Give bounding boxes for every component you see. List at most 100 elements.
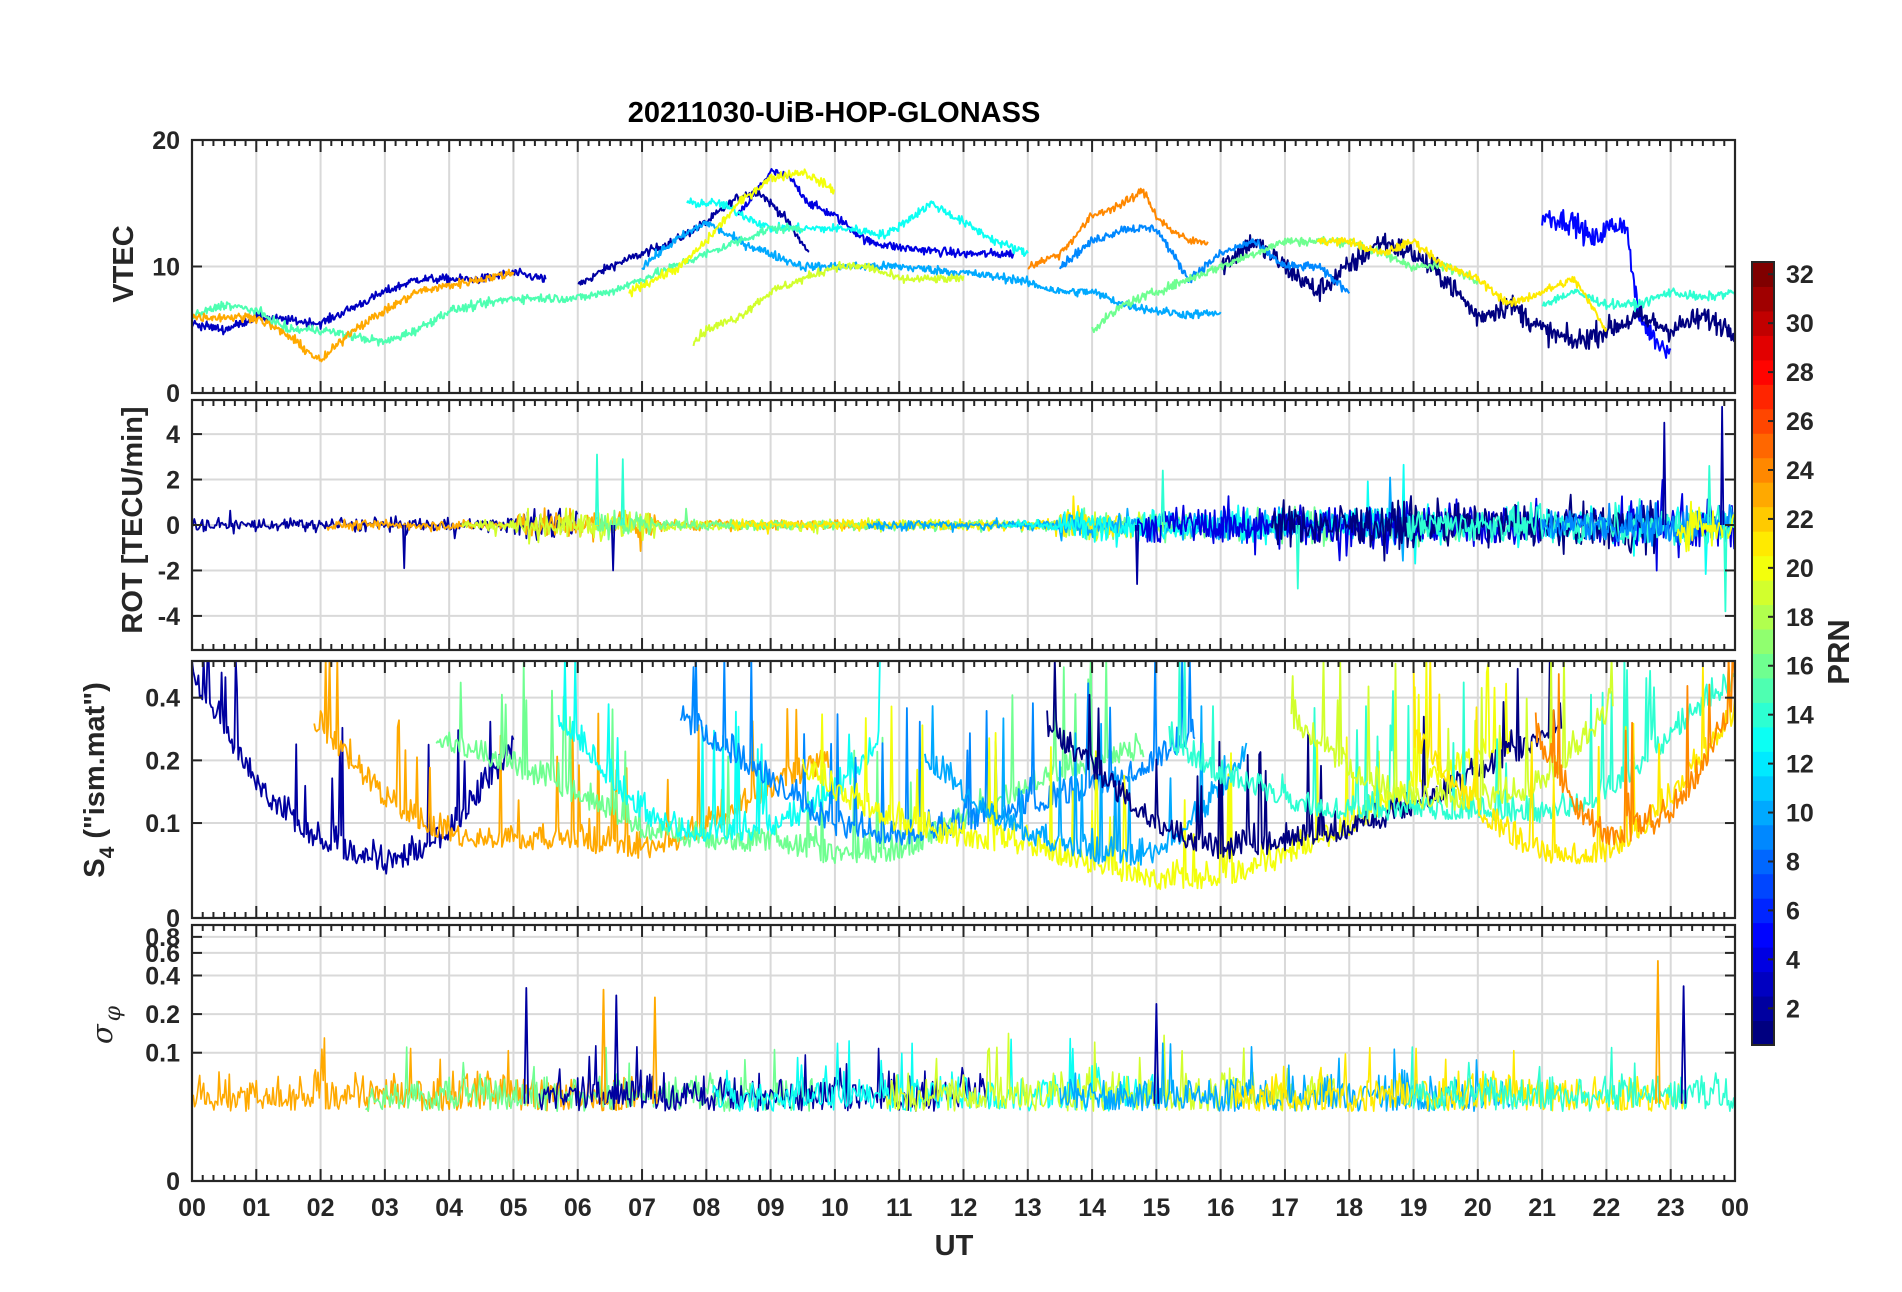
colorbar-cell <box>1752 1020 1774 1046</box>
x-tick-label: 19 <box>1400 1194 1428 1222</box>
s4-ytick-label: 0.2 <box>145 747 180 775</box>
colorbar-cell <box>1752 262 1774 287</box>
s4-series-prn-9 <box>679 661 1196 846</box>
colorbar-tick-label: 28 <box>1786 359 1814 387</box>
colorbar-cell <box>1752 335 1774 361</box>
x-tick-label: 23 <box>1657 1194 1685 1222</box>
x-tick-label: 11 <box>886 1194 913 1222</box>
colorbar-cell <box>1752 506 1774 532</box>
colorbar-tick-label: 30 <box>1786 310 1814 338</box>
vtec-ytick-label: 10 <box>152 254 180 282</box>
colorbar-cell <box>1752 384 1774 410</box>
x-tick-label: 09 <box>757 1194 785 1222</box>
chart-title: 20211030-UiB-HOP-GLONASS <box>628 97 1041 129</box>
rot-ytick-label: 4 <box>166 421 180 449</box>
vtec-series-prn-23 <box>192 268 515 363</box>
sig-ytick-label: 0 <box>166 1168 180 1196</box>
sig-ytick-label: 0.4 <box>145 962 180 990</box>
s4-series-prn-2 <box>192 661 515 875</box>
sig-ytick-label: 0.1 <box>145 1040 180 1068</box>
vtec-series-prn-13 <box>686 197 1029 257</box>
x-tick-label: 17 <box>1271 1194 1299 1222</box>
colorbar-cell <box>1752 408 1774 434</box>
s4-label-rest: ("ism.mat") <box>79 682 111 846</box>
rot-series-group <box>192 405 1735 613</box>
sig-series-prn-21 <box>1232 1046 1685 1112</box>
sigma-phi-panel: 0 0.1 0.2 0.40.60.8 <box>145 924 1737 1196</box>
rot-ytick-label: -2 <box>158 557 180 585</box>
colorbar-label: PRN <box>1821 619 1856 684</box>
colorbar-tick-label: 32 <box>1786 261 1814 289</box>
vtec-ytick-label: 20 <box>152 127 180 155</box>
colorbar-cell <box>1752 629 1774 654</box>
vtec-ticks <box>191 140 1736 393</box>
sigma-label-main: σ <box>85 1023 119 1044</box>
sig-peak <box>523 987 530 1104</box>
x-tick-label: 05 <box>500 1194 528 1222</box>
colorbar-tick-label: 22 <box>1786 506 1814 534</box>
rot-ytick-label: -4 <box>158 603 180 631</box>
x-tick-label: 10 <box>821 1194 849 1222</box>
s4-ytick-label: 0 <box>166 905 180 933</box>
vtec-series-prn-5 <box>1541 209 1672 359</box>
colorbar-tick-label: 4 <box>1786 946 1800 974</box>
colorbar-tick-label: 24 <box>1786 457 1814 485</box>
x-tick-label: 07 <box>628 1194 656 1222</box>
colorbar-tick-label: 14 <box>1786 702 1814 730</box>
vtec-series-prn-14 <box>1541 287 1735 313</box>
rot-panel: -4 -2 0 2 4 <box>158 398 1737 652</box>
rot-spike <box>1707 464 1712 526</box>
colorbar-cell <box>1752 604 1774 630</box>
colorbar-cell <box>1752 555 1774 581</box>
colorbar-cell <box>1752 824 1774 850</box>
colorbar-tick-label: 2 <box>1786 995 1800 1023</box>
colorbar-cell <box>1752 677 1774 703</box>
vtec-series-group <box>192 168 1735 363</box>
colorbar-tick-label: 12 <box>1786 751 1814 779</box>
colorbar-cell <box>1752 531 1774 557</box>
colorbar-tick-label: 18 <box>1786 604 1814 632</box>
s4-ticks <box>191 661 1736 918</box>
s4-ytick-label: 0.1 <box>145 810 180 838</box>
colorbar-cell <box>1752 751 1774 777</box>
x-axis-label: UT <box>935 1230 974 1262</box>
colorbar-cell <box>1752 971 1774 997</box>
s4-series-prn-21 <box>1412 661 1735 865</box>
s4-series-prn-24 <box>1534 661 1735 846</box>
rot-ticks <box>191 400 1736 650</box>
x-tick-label: 01 <box>242 1194 270 1222</box>
rot-spike <box>1723 524 1728 613</box>
rot-spike <box>1720 405 1725 526</box>
x-tick-label: 02 <box>307 1194 335 1222</box>
sigma-phi-axis-label: σφ <box>85 1005 126 1044</box>
s4-panel: 0 0.1 0.2 0.4 <box>145 659 1737 933</box>
s4-series-prn-14 <box>1168 661 1735 823</box>
vtec-axis-label: VTEC <box>108 225 140 302</box>
sig-peak <box>652 996 658 1104</box>
colorbar-cell <box>1752 457 1774 483</box>
s4-series-prn-23 <box>313 661 830 859</box>
vtec-series-prn-9 <box>1058 224 1351 294</box>
vtec-ytick-label: 0 <box>166 380 180 408</box>
sig-series-prn-14 <box>1406 1046 1735 1112</box>
vtec-series-prn-15 <box>192 222 804 347</box>
x-tick-label: 00 <box>178 1194 206 1222</box>
x-tick-label: 00 <box>1721 1194 1749 1222</box>
x-tick-label: 20 <box>1464 1194 1492 1222</box>
rot-spike <box>1160 469 1165 526</box>
colorbar-tick-label: 20 <box>1786 555 1814 583</box>
colorbar-cell <box>1752 922 1774 948</box>
x-tick-label: 08 <box>692 1194 720 1222</box>
rot-spike <box>594 453 600 526</box>
s4-axis-label: S4 ("ism.mat") <box>79 682 119 878</box>
sig-series-group <box>192 960 1735 1112</box>
s4-series-prn-13 <box>557 661 881 842</box>
sig-peak <box>1153 1003 1160 1104</box>
colorbar-frame <box>1751 261 1775 1046</box>
colorbar-cell <box>1752 702 1774 728</box>
rot-ytick-label: 2 <box>166 467 180 495</box>
colorbar-cell <box>1752 849 1774 875</box>
sigma-label-sub: φ <box>101 1005 126 1021</box>
